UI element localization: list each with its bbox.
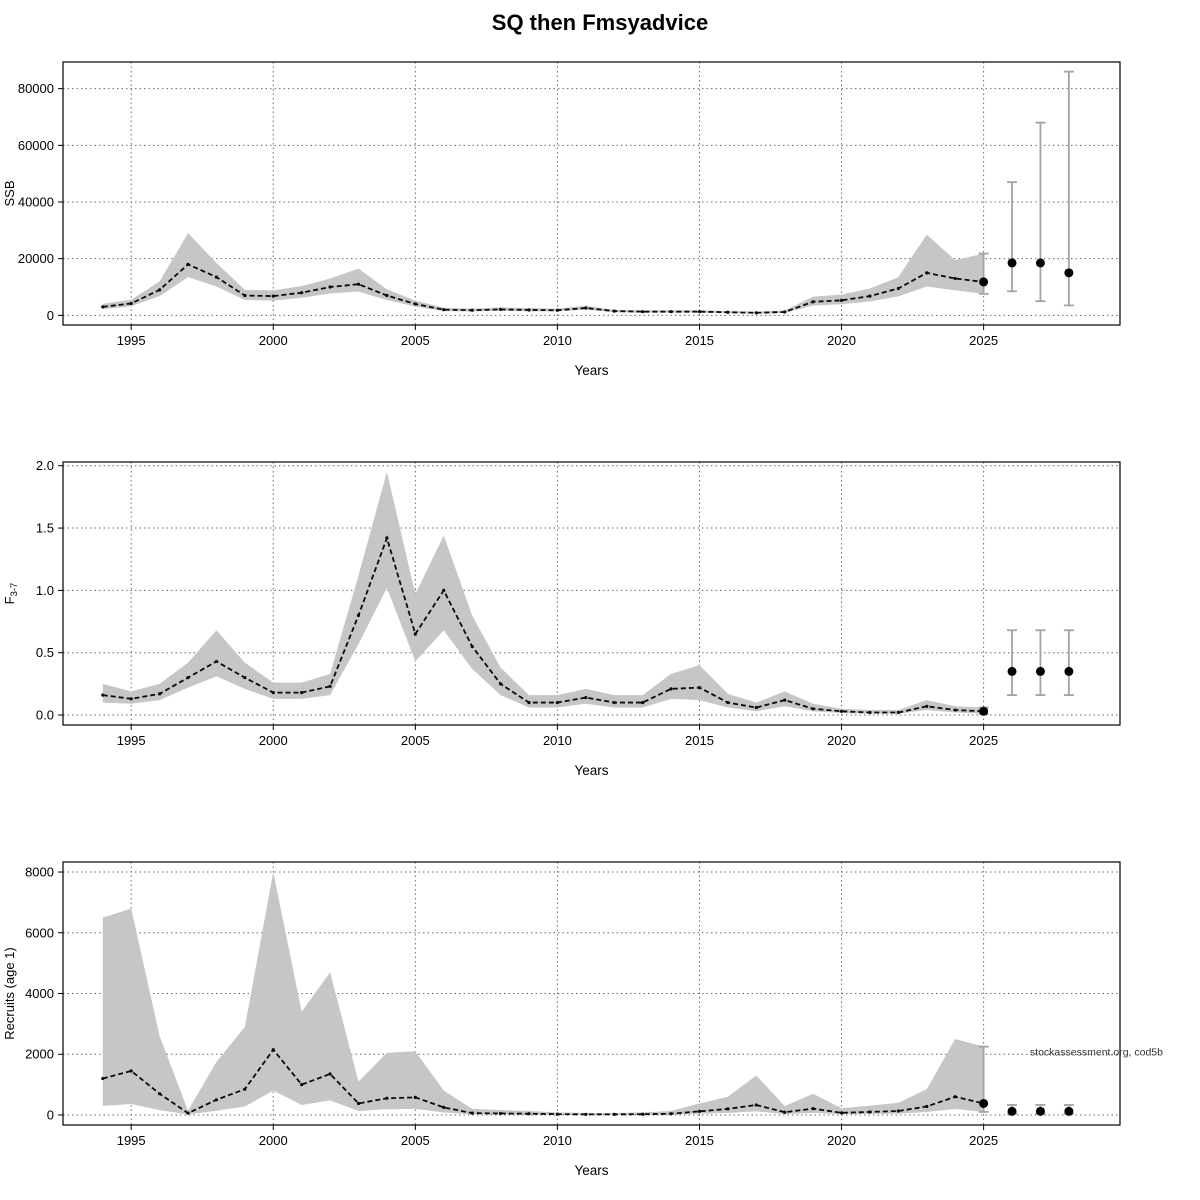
y-tick-label: 20000 bbox=[18, 251, 54, 266]
y-tick-label: 8000 bbox=[25, 865, 54, 880]
x-axis-title: Years bbox=[574, 1163, 608, 1178]
estimate-line bbox=[102, 535, 984, 714]
y-tick-label: 60000 bbox=[18, 138, 54, 153]
forecast-dot bbox=[1007, 666, 1017, 676]
y-tick-label: 2.0 bbox=[36, 458, 54, 473]
plot-border bbox=[62, 61, 1121, 326]
x-tick-label: 2010 bbox=[543, 733, 572, 748]
axis-ticks bbox=[58, 465, 985, 730]
forecast-dot bbox=[1007, 258, 1017, 268]
forecast-dot bbox=[1035, 258, 1045, 268]
forecast-dot bbox=[1064, 1106, 1074, 1116]
gridlines bbox=[63, 462, 1120, 725]
gridlines bbox=[63, 62, 1120, 325]
y-tick-label: 6000 bbox=[25, 925, 54, 940]
forecast-error-bar bbox=[1063, 70, 1074, 307]
estimate-line bbox=[102, 1048, 984, 1116]
x-tick-label: 2005 bbox=[401, 733, 430, 748]
x-tick-label: 2005 bbox=[401, 333, 430, 348]
y-tick-label: 0.0 bbox=[36, 708, 54, 723]
recruits-chart: 1995 2000 2005 2010 2015 2020 2025 0 2000 4000 600… bbox=[2, 861, 1163, 1178]
axis-ticks bbox=[58, 871, 985, 1130]
y-tick-label: 0 bbox=[47, 308, 54, 323]
confidence-band bbox=[102, 233, 984, 314]
x-tick-label: 2025 bbox=[969, 1133, 998, 1148]
y-tick-label: 4000 bbox=[25, 986, 54, 1001]
y-tick-label: 2000 bbox=[25, 1047, 54, 1062]
y-axis-title: Recruits (age 1) bbox=[2, 947, 17, 1039]
x-tick-label: 2000 bbox=[259, 733, 288, 748]
x-tick-label: 2015 bbox=[685, 1133, 714, 1148]
forecast-error-bar bbox=[1035, 629, 1046, 696]
forecast-dot bbox=[1035, 1106, 1045, 1116]
watermark-annotation: stockassessment.org, cod5b bbox=[1030, 1047, 1163, 1059]
y-tick-label: 1.0 bbox=[36, 583, 54, 598]
x-tick-label: 2020 bbox=[827, 1133, 856, 1148]
x-tick-label: 2025 bbox=[969, 333, 998, 348]
plot-border bbox=[62, 461, 1121, 726]
terminal-estimate-dot bbox=[979, 706, 989, 716]
confidence-band bbox=[102, 471, 984, 714]
x-tick-label: 2005 bbox=[401, 1133, 430, 1148]
ssb-chart: 1995 2000 2005 2010 2015 2020 2025 0 20000 40000 6… bbox=[2, 61, 1121, 378]
y-tick-label: 80000 bbox=[18, 81, 54, 96]
terminal-error-bar bbox=[978, 252, 989, 295]
axis-ticks bbox=[58, 88, 985, 330]
forecast-error-bar bbox=[1035, 121, 1046, 303]
x-tick-label: 2010 bbox=[543, 333, 572, 348]
y-tick-label: 40000 bbox=[18, 195, 54, 210]
forecast-error-bar bbox=[1063, 629, 1074, 696]
x-tick-label: 1995 bbox=[117, 733, 146, 748]
forecast-error-bar bbox=[1007, 629, 1018, 696]
x-tick-label: 2000 bbox=[259, 1133, 288, 1148]
forecast-dot bbox=[1064, 666, 1074, 676]
x-tick-label: 2010 bbox=[543, 1133, 572, 1148]
y-tick-label: 0.5 bbox=[36, 645, 54, 660]
forecast-dot bbox=[1064, 268, 1074, 278]
x-tick-label: 2015 bbox=[685, 733, 714, 748]
confidence-band bbox=[102, 872, 984, 1115]
x-tick-label: 2020 bbox=[827, 733, 856, 748]
x-tick-label: 2025 bbox=[969, 733, 998, 748]
x-axis-title: Years bbox=[574, 763, 608, 778]
fbar-chart: 1995 2000 2005 2010 2015 2020 2025 0.0 0.5 1.0 1.5… bbox=[2, 458, 1121, 778]
x-tick-label: 2015 bbox=[685, 333, 714, 348]
x-tick-label: 2000 bbox=[259, 333, 288, 348]
forecast-dot bbox=[1035, 666, 1045, 676]
x-tick-label: 1995 bbox=[117, 1133, 146, 1148]
terminal-estimate-dot bbox=[979, 1098, 989, 1108]
y-tick-label: 1.5 bbox=[36, 521, 54, 536]
x-tick-label: 2020 bbox=[827, 333, 856, 348]
forecast-error-bar bbox=[1007, 181, 1018, 293]
forecast-dot bbox=[1007, 1106, 1017, 1116]
terminal-estimate-dot bbox=[979, 277, 989, 287]
y-axis-title: SSB bbox=[2, 180, 17, 206]
x-axis-title: Years bbox=[574, 363, 608, 378]
y-axis-title: F3-7 bbox=[2, 583, 20, 605]
y-tick-label: 0 bbox=[47, 1107, 54, 1122]
estimate-line bbox=[102, 263, 984, 314]
page-title: SQ then Fmsyadvice bbox=[491, 10, 709, 35]
x-tick-label: 1995 bbox=[117, 333, 146, 348]
